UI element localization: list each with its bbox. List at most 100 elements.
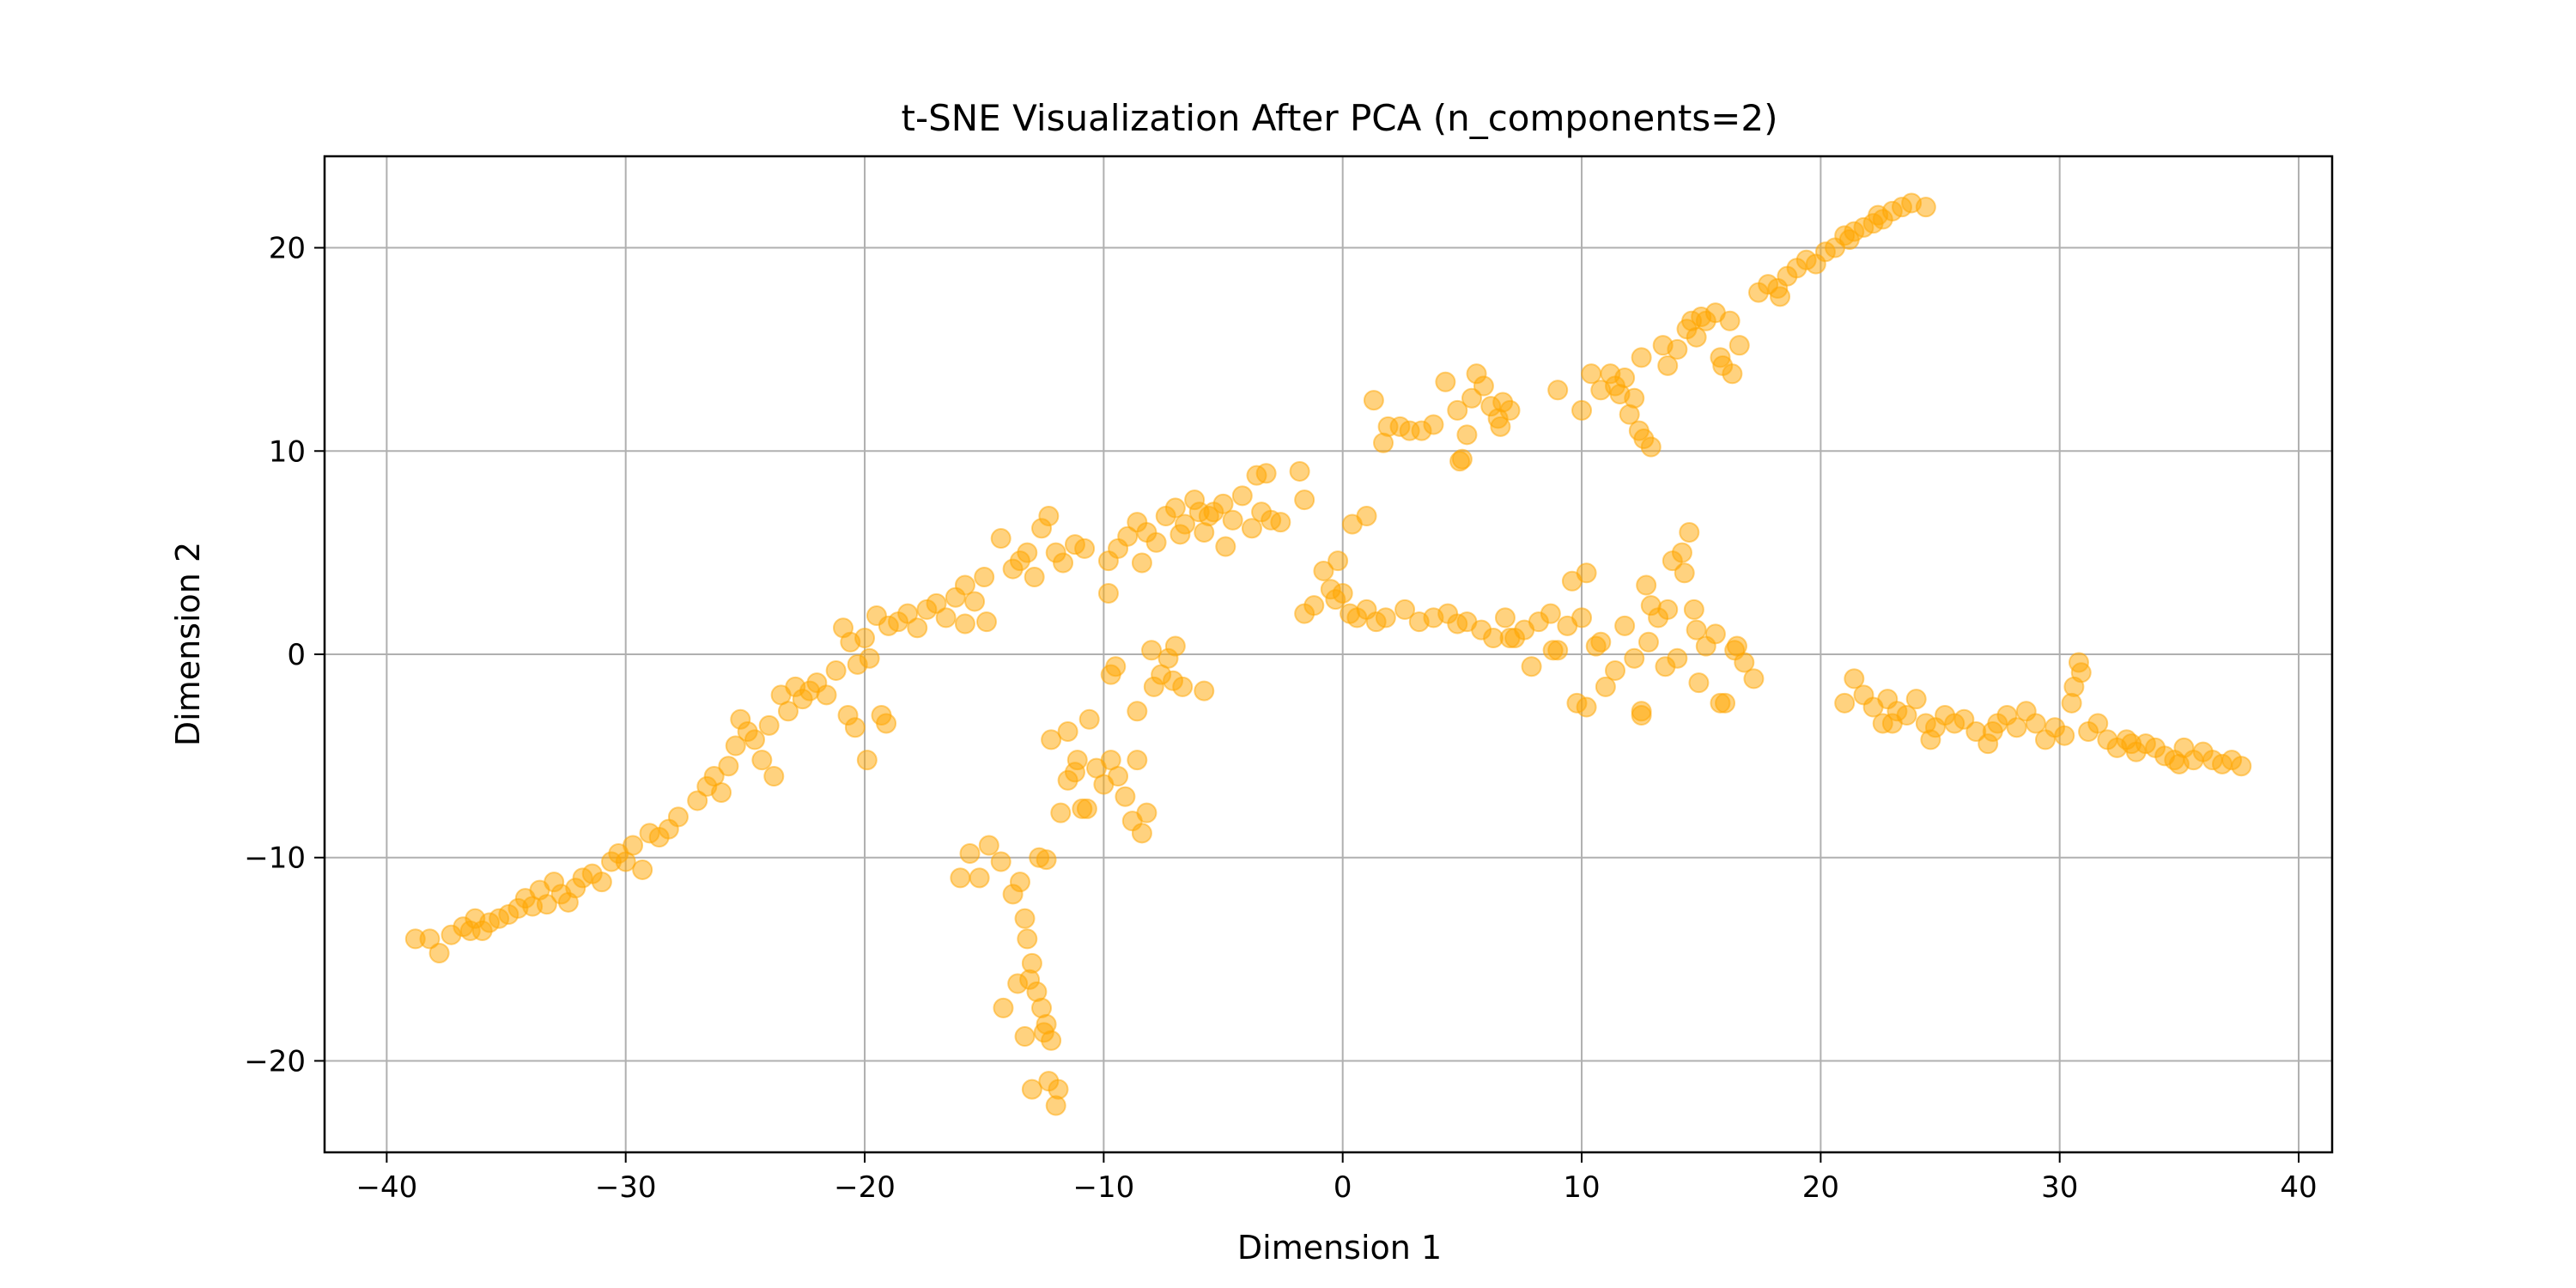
data-point: [1547, 380, 1569, 401]
data-point: [1100, 664, 1121, 685]
data-point: [1652, 335, 1674, 356]
data-point: [1164, 497, 1186, 519]
data-point: [1435, 371, 1456, 392]
data-point: [969, 867, 990, 889]
data-point: [1289, 460, 1310, 482]
x-tick-label: 20: [1802, 1170, 1839, 1205]
data-point: [2168, 753, 2190, 775]
data-point: [1164, 635, 1186, 657]
data-point: [1141, 640, 1163, 661]
data-point: [2231, 756, 2252, 777]
data-point: [897, 603, 919, 624]
data-point: [2070, 662, 2092, 683]
data-point: [1595, 676, 1616, 697]
data-point: [1490, 416, 1511, 437]
data-point: [1605, 659, 1625, 681]
data-point: [1710, 347, 1731, 368]
y-tick-label: −20: [244, 1044, 306, 1078]
data-point: [1270, 512, 1291, 533]
x-tick-label: 40: [2280, 1170, 2317, 1205]
data-point: [1048, 1078, 1069, 1100]
data-point: [1499, 628, 1521, 649]
data-point: [1834, 692, 1856, 714]
data-point: [1074, 538, 1096, 559]
data-point: [1473, 375, 1494, 397]
data-point: [1024, 567, 1045, 588]
data-point: [591, 872, 612, 893]
data-point: [816, 684, 837, 706]
data-point: [990, 851, 1012, 872]
x-tick-label: 0: [1334, 1170, 1352, 1205]
data-point: [856, 750, 878, 771]
data-point: [1710, 692, 1731, 714]
data-point: [1640, 436, 1662, 458]
data-point: [1770, 286, 1791, 307]
x-tick-label: −30: [595, 1170, 657, 1205]
data-point: [954, 574, 975, 596]
data-point: [1188, 501, 1210, 523]
data-point: [1542, 640, 1564, 661]
data-point: [1576, 562, 1597, 584]
y-axis-label: Dimension 2: [169, 542, 207, 746]
data-point: [1631, 705, 1652, 726]
x-tick-label: −10: [1072, 1170, 1134, 1205]
data-point: [1036, 849, 1057, 871]
data-point: [1363, 390, 1384, 411]
data-point: [777, 701, 799, 722]
data-point: [1057, 720, 1078, 742]
data-point: [1719, 310, 1741, 331]
data-point: [1624, 387, 1645, 409]
data-point: [1722, 363, 1743, 385]
data-point: [978, 835, 999, 856]
data-point: [758, 714, 780, 736]
data-point: [1303, 595, 1325, 617]
data-point: [1657, 598, 1679, 620]
axis-ticks: −40 −30 −20 −10 0 10 20 30 40 −20 −10 0 10 20: [244, 232, 2317, 1205]
data-point: [1637, 631, 1659, 653]
data-point: [2087, 713, 2109, 734]
data-point: [1571, 399, 1593, 421]
data-point: [1726, 635, 1747, 657]
x-tick-label: −40: [355, 1170, 417, 1205]
data-point: [1915, 197, 1936, 218]
data-point: [2006, 717, 2027, 738]
data-point: [1394, 598, 1416, 620]
data-point: [1704, 623, 1726, 645]
data-point: [1313, 560, 1334, 581]
data-point: [1033, 1022, 1054, 1043]
data-point: [1679, 521, 1700, 543]
data-point: [632, 859, 653, 880]
data-point: [1341, 513, 1363, 535]
data-point: [1375, 607, 1396, 629]
data-point: [859, 647, 880, 669]
data-point: [2121, 733, 2142, 755]
data-point: [1683, 598, 1704, 620]
data-point: [1982, 720, 2003, 742]
data-point: [1127, 750, 1148, 771]
data-point: [1108, 766, 1129, 787]
y-tick-label: 0: [287, 638, 306, 672]
data-point: [876, 713, 897, 734]
data-point: [1231, 485, 1253, 507]
data-point: [1494, 607, 1516, 629]
x-axis-label: Dimension 1: [1237, 1229, 1442, 1267]
data-point: [975, 611, 997, 633]
data-point: [959, 843, 981, 864]
data-point: [1576, 696, 1597, 718]
data-point: [1844, 668, 1865, 690]
data-point: [2025, 713, 2046, 734]
data-point: [1686, 619, 1707, 641]
chart-title: t-SNE Visualization After PCA (n_compone…: [902, 97, 1778, 139]
data-point: [1688, 672, 1710, 694]
data-point: [1021, 1078, 1042, 1100]
data-point: [907, 617, 928, 639]
data-point: [1014, 908, 1036, 929]
x-tick-label: 10: [1563, 1170, 1600, 1205]
data-point: [1136, 802, 1157, 823]
data-point: [954, 613, 975, 635]
data-point: [1674, 562, 1695, 584]
data-point: [1117, 526, 1139, 547]
data-points: [404, 192, 2252, 1116]
data-point: [837, 705, 859, 726]
